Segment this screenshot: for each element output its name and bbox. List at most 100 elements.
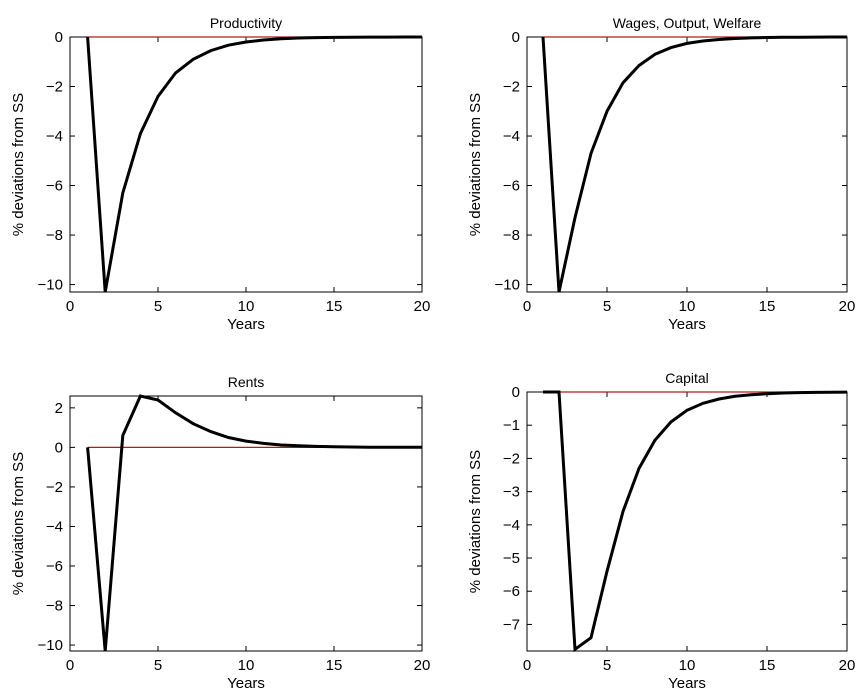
chart-title: Wages, Output, Welfare: [613, 15, 762, 31]
y-tick-label: −6: [46, 178, 63, 195]
y-tick-label: −6: [503, 178, 520, 195]
y-tick-label: −8: [46, 227, 63, 244]
x-tick-label: 10: [679, 298, 696, 315]
data-point: [766, 36, 769, 39]
data-point: [750, 36, 753, 39]
x-axis-label: Years: [668, 675, 706, 692]
data-point: [542, 36, 545, 39]
y-tick-label: −6: [503, 583, 520, 600]
plot-area: [69, 395, 423, 652]
plot-area: [69, 36, 423, 293]
data-point: [654, 53, 657, 56]
data-point: [297, 444, 300, 447]
data-point: [385, 36, 388, 39]
data-point: [606, 570, 609, 573]
data-point: [830, 391, 833, 394]
data-point: [157, 398, 160, 401]
y-tick-label: 0: [55, 439, 63, 456]
y-tick-label: −4: [46, 518, 63, 535]
data-point: [718, 397, 721, 400]
data-point: [192, 422, 195, 425]
data-point: [86, 36, 89, 39]
data-point: [766, 392, 769, 395]
x-tick-label: 5: [603, 657, 611, 674]
impulse-response-line: [86, 35, 422, 293]
x-tick-label: 0: [66, 657, 74, 674]
data-point: [702, 39, 705, 42]
data-point: [718, 38, 721, 41]
data-point: [590, 636, 593, 639]
plot-area: [526, 36, 848, 293]
x-tick-label: 20: [414, 298, 431, 315]
data-point: [782, 36, 785, 39]
data-point: [245, 440, 248, 443]
y-tick-label: −10: [38, 637, 63, 654]
y-tick-label: 0: [55, 29, 63, 46]
data-point: [798, 391, 801, 394]
data-point: [542, 391, 545, 394]
data-point: [606, 110, 609, 113]
data-point: [830, 36, 833, 39]
impulse-response-line: [541, 35, 847, 293]
x-tick-label: 15: [759, 657, 776, 674]
data-point: [86, 446, 89, 449]
y-tick-label: −8: [503, 227, 520, 244]
y-tick-label: −2: [503, 450, 520, 467]
data-point: [315, 445, 318, 448]
x-tick-label: 20: [414, 657, 431, 674]
chart-title: Capital: [665, 370, 709, 386]
chart-panel-4: Capital 0 5 10 15 20 0 −1 −2 −3 −4 −5 −6 −7 Years % dev…: [467, 370, 855, 692]
x-tick-label: 10: [679, 657, 696, 674]
y-axis-label: % deviations from SS: [467, 93, 484, 236]
data-point: [734, 395, 737, 398]
y-tick-label: 0: [512, 29, 520, 46]
data-point: [846, 36, 849, 39]
data-point: [280, 444, 283, 447]
data-point: [702, 402, 705, 405]
data-point: [590, 152, 593, 155]
data-point: [209, 49, 212, 52]
data-point: [227, 436, 230, 439]
data-point: [227, 44, 230, 47]
x-tick-label: 15: [759, 298, 776, 315]
data-point: [686, 42, 689, 45]
data-point: [139, 132, 142, 135]
x-tick-label: 0: [66, 298, 74, 315]
y-tick-label: −2: [46, 79, 63, 96]
data-point: [333, 445, 336, 448]
chart-title: Rents: [228, 374, 265, 390]
y-tick-label: −10: [38, 277, 63, 294]
data-point: [350, 446, 353, 449]
y-tick-label: −4: [46, 128, 63, 145]
data-point: [121, 191, 124, 194]
x-tick-label: 20: [839, 298, 856, 315]
data-point: [638, 467, 641, 470]
x-tick-label: 10: [238, 298, 255, 315]
x-tick-label: 15: [326, 298, 343, 315]
data-point: [798, 36, 801, 39]
x-tick-label: 5: [603, 298, 611, 315]
data-point: [245, 40, 248, 43]
chart-title: Productivity: [210, 15, 282, 31]
x-tick-label: 10: [238, 657, 255, 674]
data-point: [574, 648, 577, 651]
impulse-response-line: [543, 390, 848, 653]
data-point: [734, 37, 737, 40]
x-axis-label: Years: [668, 316, 706, 333]
x-tick-label: 5: [154, 657, 162, 674]
data-point: [558, 391, 561, 394]
data-point: [350, 36, 353, 39]
data-point: [654, 439, 657, 442]
data-point: [139, 395, 142, 398]
x-axis-label: Years: [227, 675, 265, 692]
chart-panel-1: Productivity 0 5 10 15 20 0 −2 −4 −6 −8 −10 Years % d…: [10, 15, 430, 333]
data-point: [814, 391, 817, 394]
data-point: [104, 650, 107, 653]
x-tick-label: 15: [326, 657, 343, 674]
data-point: [782, 391, 785, 394]
y-axis-label: % deviations from SS: [10, 452, 27, 595]
data-point: [104, 291, 107, 294]
data-point: [192, 58, 195, 61]
